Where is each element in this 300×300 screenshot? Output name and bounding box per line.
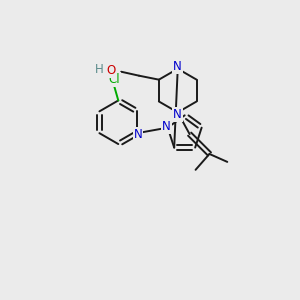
Text: N: N xyxy=(162,120,171,133)
Text: N: N xyxy=(173,108,182,121)
Text: N: N xyxy=(134,128,142,141)
Text: H: H xyxy=(95,63,104,76)
Text: O: O xyxy=(107,64,116,77)
Text: Cl: Cl xyxy=(109,73,120,86)
Text: N: N xyxy=(173,60,182,73)
